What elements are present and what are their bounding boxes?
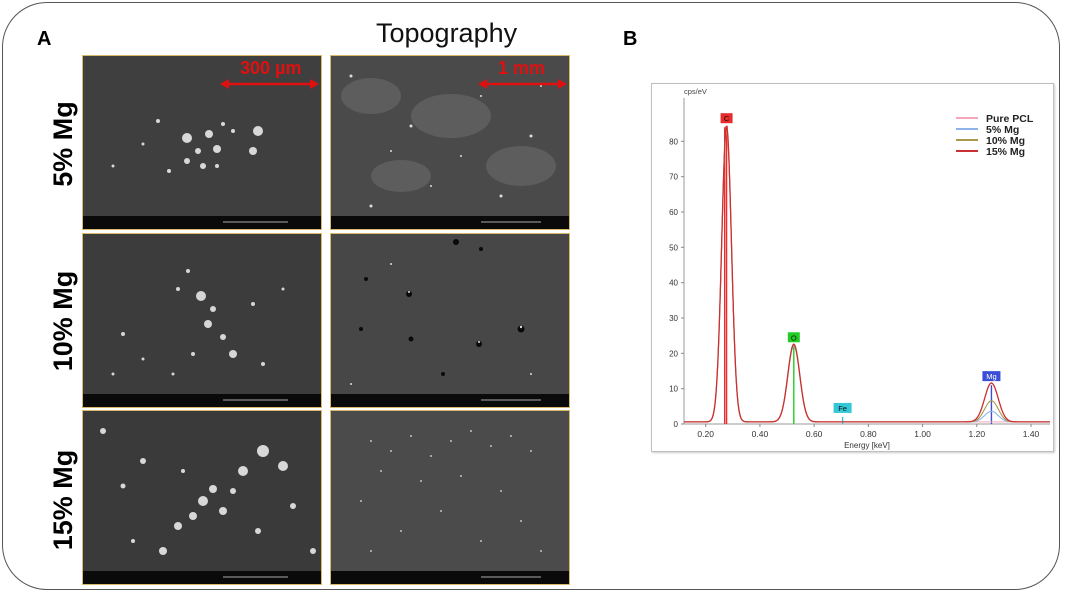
scale-bar-left [220, 79, 319, 89]
peak-label-box [720, 113, 733, 124]
x-tick-label: 0.60 [806, 429, 823, 439]
y-tick-label: 70 [669, 173, 678, 182]
row-label-10-mg: 10% Mg [48, 270, 78, 372]
peak-label: Fe [838, 404, 847, 413]
legend-entry: 15% Mg [986, 146, 1025, 158]
y-tick-label: 10 [669, 385, 678, 394]
y-tick-label: 0 [674, 420, 679, 429]
x-tick-label: 0.80 [860, 429, 877, 439]
x-tick-label: 1.40 [1023, 429, 1040, 439]
panel-b-letter: B [623, 28, 638, 50]
y-tick-label: 80 [669, 137, 678, 146]
y-axis-label: cps/eV [684, 87, 707, 96]
legend-entry: 10% Mg [986, 135, 1025, 147]
sem-image-10-mg-right [330, 233, 570, 408]
row-label-15-mg: 15% Mg [48, 449, 78, 551]
peak-label-box [833, 402, 852, 413]
y-tick-label: 50 [669, 243, 678, 252]
peak-label: Mg [986, 372, 996, 381]
sem-image-5-mg-right [330, 55, 570, 230]
x-tick-label: 1.20 [969, 429, 986, 439]
peak-label: O [791, 333, 797, 342]
peak-label-box [787, 332, 800, 343]
eds-chart-svg: 0 10 20 30 40 50 60 70 80 0.20 0.40 0.60 0.80 1.00 1.2… [669, 87, 1050, 450]
sem-image-15-mg-left [82, 410, 322, 585]
y-tick-label: 40 [669, 279, 678, 288]
topography-heading: Topography [376, 18, 518, 48]
scale-label-left: 300 µm [240, 58, 302, 78]
sem-image-10-mg-left [82, 233, 322, 408]
sem-image-15-mg-right [330, 410, 570, 585]
legend-entry: 5% Mg [986, 124, 1019, 136]
y-tick-label: 30 [669, 314, 678, 323]
y-tick-label: 60 [669, 208, 678, 217]
x-axis-label: Energy [keV] [844, 441, 890, 450]
eds-chart: 0 10 20 30 40 50 60 70 80 0.20 0.40 0.60 0.80 1.00 1.2… [651, 83, 1054, 452]
y-tick-label: 20 [669, 349, 678, 358]
panel-a-letter: A [37, 28, 52, 50]
x-tick-label: 0.20 [697, 429, 714, 439]
x-tick-label: 0.40 [752, 429, 769, 439]
legend-entry: Pure PCL [986, 113, 1034, 125]
scale-label-right: 1 mm [498, 58, 546, 78]
spectrum-line [684, 125, 1050, 423]
scale-bar-right [478, 79, 567, 89]
row-label-5-mg: 5% Mg [48, 101, 78, 187]
peak-label: C [724, 114, 730, 123]
x-tick-label: 1.00 [914, 429, 931, 439]
sem-image-5-mg-left [82, 55, 322, 230]
peak-label-box [982, 371, 1001, 382]
